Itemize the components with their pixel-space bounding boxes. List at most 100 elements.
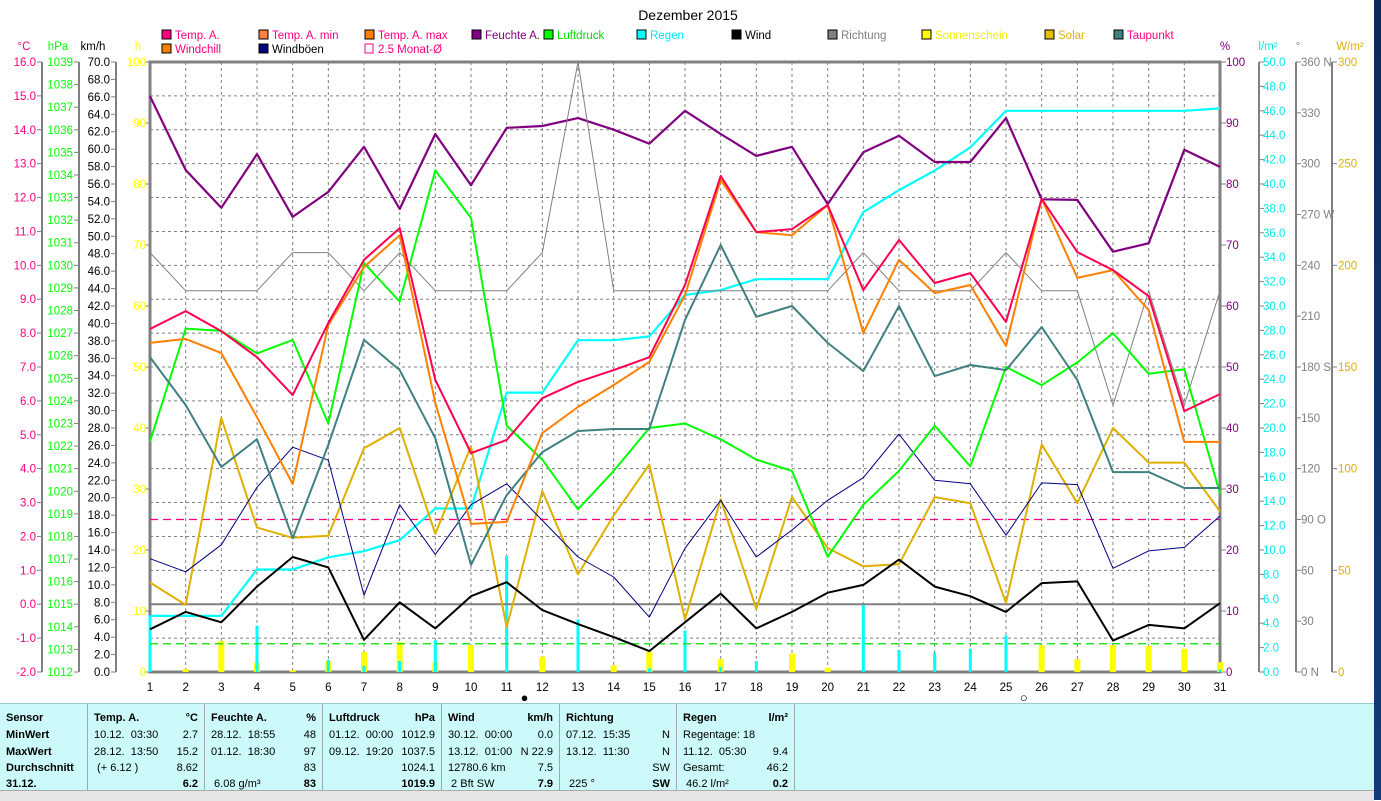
wind-tick-label: 30.0 — [88, 406, 110, 418]
stat-value: N 22.9 — [520, 746, 553, 758]
x-tick-label: 10 — [465, 682, 478, 694]
window-edge — [1374, 0, 1381, 800]
sensor-label: MaxWert — [6, 746, 52, 758]
sensor-label: Sensor — [6, 712, 44, 724]
x-tick-label: 4 — [254, 682, 261, 694]
pressure-tick-label: 1015 — [47, 599, 73, 611]
series-wind — [149, 556, 1221, 653]
rain-bar — [362, 665, 366, 672]
grid — [148, 60, 1222, 674]
stat-row: 11.12. 05:30 9.4 — [683, 746, 788, 762]
rain-bar — [754, 661, 758, 672]
column-header-label: Temp. A. — [94, 712, 140, 724]
weather-chart: Dezember 2015 Temp. A. Temp. A. min Temp. … — [14, 7, 1364, 703]
wind-tick-label: 60.0 — [88, 144, 110, 156]
humidity-tick-label: 30 — [1226, 484, 1239, 496]
pressure-tick-label: 1025 — [47, 373, 73, 385]
pressure-tick-label: 1020 — [47, 486, 73, 498]
stat-column-temp-a-: Temp. A. °C 10.12. 03:30 2.7 28.12. 13:50 15.… — [88, 704, 205, 791]
column-header-label: Feuchte A. — [211, 712, 267, 724]
pressure-tick-label: 1021 — [47, 464, 73, 476]
sun-axis-unit: h — [135, 41, 141, 53]
column-header-label: Regen — [683, 712, 717, 724]
stat-column-richtung: Richtung 07.12. 15:35 N 13.12. 11:30 N SW 225… — [560, 704, 677, 791]
sunshine-bar — [1074, 659, 1081, 672]
legend-label: Feuchte A. — [485, 30, 540, 42]
legend-item: Richtung — [827, 29, 886, 42]
sunshine-bar — [182, 668, 189, 672]
stat-detail: 28.12. 13:50 — [94, 746, 159, 758]
wind-tick-label: 22.0 — [88, 475, 110, 487]
rain-tick-label: 44.0 — [1263, 130, 1285, 142]
series-solar — [149, 416, 1221, 629]
stat-row: 6.08 g/m³ 83 — [211, 778, 316, 794]
stat-detail: 12780.6 km — [448, 762, 506, 774]
stat-detail: 13.12. 01:00 — [448, 746, 513, 758]
sunshine-bar — [468, 645, 474, 672]
stat-value: 48 — [303, 729, 316, 741]
stat-row: 6.2 — [94, 778, 198, 794]
legend-swatch — [364, 29, 375, 40]
pressure-tick-label: 1036 — [47, 125, 73, 137]
x-tick-label: 9 — [432, 682, 438, 694]
stat-row: (+ 6.12 ) 8.62 — [94, 762, 198, 778]
x-axis: 1 2 3 4 5 6 7 8 9 10 11 12 13 14 15 16 17 18 19 20 21 22 23 24 2… — [147, 682, 1227, 703]
stat-detail: Gesamt: — [683, 762, 725, 774]
stat-row: 225 ° SW — [566, 778, 670, 794]
sunshine-bar — [1038, 645, 1045, 672]
stat-row: 01.12. 00:00 1012.9 — [329, 729, 435, 745]
column-header: Luftdruck hPa — [329, 712, 435, 728]
legend-swatch — [636, 29, 647, 40]
direction-tick-label: 360 N — [1301, 57, 1332, 69]
stat-detail: 01.12. 18:30 — [211, 746, 276, 758]
legend-item: Solar — [1044, 29, 1085, 42]
rain-tick-label: 38.0 — [1263, 203, 1285, 215]
temp-tick-label: 8.0 — [20, 328, 36, 340]
rain-tick-label: 14.0 — [1263, 496, 1285, 508]
legend-swatch — [364, 43, 374, 54]
column-header: Feuchte A.% — [211, 712, 316, 728]
stat-value: 8.62 — [176, 762, 198, 774]
rain-tick-label: 28.0 — [1263, 325, 1285, 337]
stat-value: N — [662, 729, 670, 741]
stat-value: 0.2 — [772, 778, 788, 790]
humidity-tick-label: 20 — [1226, 545, 1239, 557]
x-tick-label: 22 — [893, 682, 906, 694]
wind-tick-label: 48.0 — [88, 249, 110, 261]
temp-tick-label: 3.0 — [20, 498, 36, 510]
solar-tick-label: 200 — [1338, 260, 1357, 272]
stat-row: 46.2 l/m² 0.2 — [683, 778, 788, 794]
x-tick-label: 1 — [147, 682, 153, 694]
legend-swatch — [1044, 29, 1055, 40]
stat-detail: 10.12. 03:30 — [94, 729, 159, 741]
stat-value: 83 — [303, 778, 316, 790]
series-feuchte-a- — [149, 95, 1221, 253]
column-header-unit: hPa — [414, 712, 435, 724]
legend-swatch — [258, 43, 269, 54]
rain-tick-label: 22.0 — [1263, 399, 1285, 411]
moon-phase-full-icon: ○ — [1020, 690, 1028, 703]
sun-tick-label: 40 — [133, 423, 146, 435]
chart-title: Dezember 2015 — [638, 7, 738, 23]
stat-row: 10.12. 03:30 2.7 — [94, 729, 198, 745]
x-tick-label: 24 — [964, 682, 977, 694]
sensor-row-label: Sensor — [6, 712, 81, 728]
pressure-tick-label: 1034 — [47, 170, 73, 182]
wind-tick-label: 4.0 — [94, 632, 110, 644]
wind-tick-label: 6.0 — [94, 615, 110, 627]
temp-tick-label: 11.0 — [14, 226, 36, 238]
stat-detail: 30.12. 00:00 — [448, 729, 513, 741]
sunshine-bar — [361, 651, 367, 672]
wind-tick-label: 54.0 — [88, 196, 110, 208]
humidity-tick-label: 80 — [1226, 179, 1239, 191]
legend-item: Windchill — [161, 43, 221, 56]
stat-row: 30.12. 00:00 0.0 — [448, 729, 553, 745]
wind-tick-label: 28.0 — [88, 423, 110, 435]
rain-tick-label: 8.0 — [1263, 569, 1279, 581]
stat-detail: 11.12. 05:30 — [683, 746, 747, 758]
stat-value: 46.2 — [766, 762, 788, 774]
legend-label: Temp. A. — [175, 30, 220, 42]
pressure-tick-label: 1019 — [47, 509, 73, 521]
x-tick-label: 8 — [396, 682, 402, 694]
legend-swatch — [161, 43, 172, 54]
